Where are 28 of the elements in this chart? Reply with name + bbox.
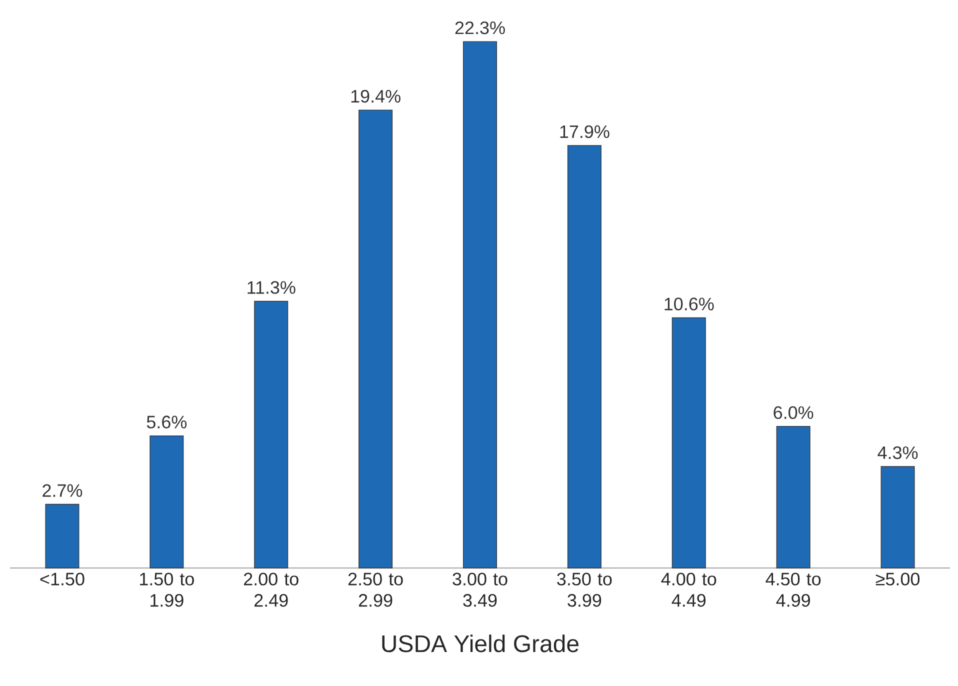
data-label: 22.3%	[455, 21, 505, 34]
data-label: 5.6%	[146, 416, 187, 428]
bar	[150, 435, 184, 568]
bar	[45, 504, 80, 568]
data-label: 19.4%	[351, 90, 400, 103]
data-label: 17.9%	[560, 125, 610, 138]
data-label: 4.3%	[878, 446, 918, 460]
data-label: 10.6%	[664, 298, 714, 310]
data-label: 11.3%	[248, 281, 296, 294]
bar	[358, 110, 393, 568]
x-tick-label: 3.50 to 3.99	[557, 572, 612, 607]
bar	[672, 317, 706, 568]
bar	[463, 41, 497, 568]
bar	[254, 300, 288, 568]
x-tick-label: 4.00 to 4.49	[661, 572, 716, 607]
x-tick-label: <1.50	[40, 572, 84, 586]
bar	[880, 466, 915, 568]
x-tick-label: 4.50 to 4.99	[766, 572, 821, 607]
x-axis-title: USDA Yield Grade	[382, 634, 578, 652]
x-tick-label: 2.50 to 2.99	[348, 572, 403, 607]
bar	[776, 426, 810, 568]
x-tick-label: 3.00 to 3.49	[452, 572, 508, 607]
x-tick-label: 2.00 to 2.49	[244, 572, 298, 607]
x-tick-label: 1.50 to 1.99	[140, 572, 194, 607]
x-tick-label: ≥5.00	[876, 572, 920, 586]
data-label: 6.0%	[774, 406, 814, 419]
data-label: 2.7%	[42, 484, 82, 497]
bar	[567, 145, 602, 568]
